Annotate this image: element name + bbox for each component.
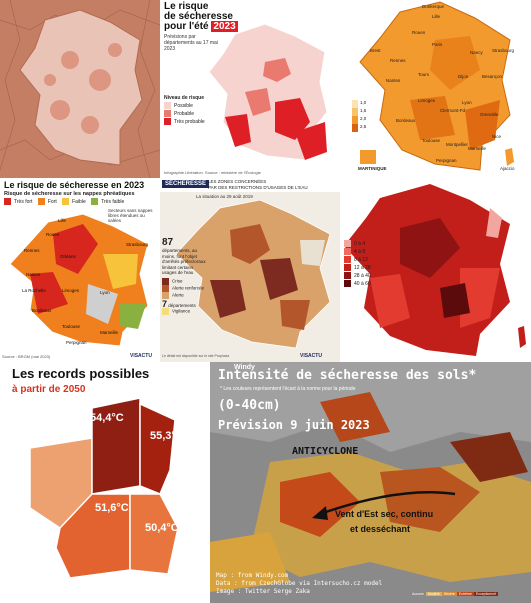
martinique-label: MARTINIQUE [358,166,387,171]
anticyclone-label: ANTICYCLONE [292,446,359,457]
panel5-footer: Le détail est disponible sur le site Pro… [162,354,230,358]
france-orange-map [352,1,514,171]
france-groundwater-map [9,214,149,347]
martinique-inset [360,150,376,164]
panel8-depth: (0-40cm) [218,398,281,413]
year-badge: 2023 [211,21,238,32]
panel-water-restrictions-map: SÉCHERESSE LES ZONES CONCERNÉES PAR DES … [160,178,340,362]
panel-red-drought-map: 0 à 4 4 à 8 8 à 12 12 à 28 28 à 40 40 à … [340,178,531,362]
record-southwest: 51,6°C [95,502,129,514]
panel2-legend: Niveau de risque Possible Probable Très … [164,95,205,125]
panel4-title: Le risque de sécheresse en 2023 [4,180,145,190]
france-restrictions-map [175,200,331,349]
panel6-legend: 0 à 4 4 à 8 8 à 12 12 à 28 28 à 40 40 à … [344,240,371,288]
corsica [518,326,526,348]
record-southeast: 50,4°C [145,522,179,534]
panel8-scale: Aucune Modéré Sévère Extrême Exceptionnel [410,592,498,596]
panel-liberation-risk-map: Le risque de sécheresse pour l'été 2023 … [160,0,340,178]
panel-temperature-records-map: Les records possibles à partir de 2050 4… [0,362,210,603]
panel4-brand: VISACTU [130,353,152,359]
panel5-header: SÉCHERESSE LES ZONES CONCERNÉES PAR DES … [160,178,340,192]
panel2-source: Infographie Libération. Source : ministè… [164,170,261,175]
wind-label-2: et desséchant [350,524,411,534]
panel-orange-weather-map: Dunkerque Lille Rouen Brest Paris Rennes… [340,0,531,178]
panel2-subtitle: Prévisions par départements au 17 mai 20… [164,34,218,52]
panel-dry-map-pink [0,0,160,178]
panel-groundwater-risk-map: Le risque de sécheresse en 2023 Risque d… [0,178,160,362]
panel5-situation: La situation au 29 août 2019 [196,194,253,199]
panel8-forecast: Prévision 9 juin 2023 [218,418,370,432]
europe-drought-map [210,362,531,603]
record-east: 55,3°C [150,430,184,442]
panel4-legend: Très fort Fort Faible Très faible [4,198,160,206]
panel4-source: Source : BRGM (mai 2023) [2,354,51,359]
panel4-no-data: Secteurs sans nappes libres étendues ou … [108,208,153,223]
windy-brand: Windy [234,364,255,371]
panel7-title: Les records possibles [12,366,150,381]
panel5-brand: VISACTU [300,353,322,359]
panel-windy-soil-drought-map: Windy Intensité de sécheresse des sols* … [210,362,531,603]
panel8-credits: Map : from Windy.com Data : from CzechGl… [216,572,383,595]
record-north: 54,4°C [90,412,124,424]
panel5-side-legend: 87 départements, au moins, font l'objet … [162,237,206,315]
panel4-subtitle: Risque de sécheresse sur les nappes phré… [4,191,135,197]
corsica [505,148,514,166]
panel5-tag: SÉCHERESSE [162,180,210,188]
panel3-city-labels: Dunkerque Lille Rouen Brest Paris Rennes… [358,4,515,171]
wind-label-1: Vent d'Est sec, continu [335,509,434,519]
panel4-city-labels: Lille Rouen Strasbourg Rennes Orléans Na… [22,218,149,345]
panel2-title: Le risque de sécheresse pour l'été 2023 [164,1,238,32]
panel8-title: Intensité de sécheresse des sols* [218,368,477,383]
panel7-subtitle: à partir de 2050 [12,384,86,395]
france-records-map [29,398,179,579]
france-risk-map [208,23,328,161]
france-red-map [344,184,526,356]
panel8-note: * Les couleurs représentent l'écart à la… [220,386,356,392]
wind-arrow [312,491,456,520]
cracked-earth-background [0,0,160,178]
record-west: 48,6°C [48,432,82,444]
